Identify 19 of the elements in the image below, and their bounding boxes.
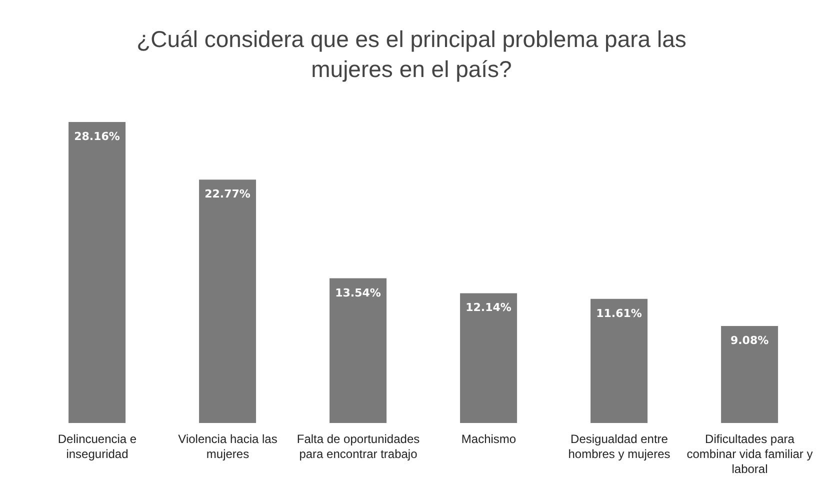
x-tick-label: Falta de oportunidades para encontrar trabajo xyxy=(296,432,420,461)
data-label: 12.14% xyxy=(466,301,512,314)
x-tick-label: Dificultades para combinar vida familiar y laboral xyxy=(686,432,813,476)
x-tick-label: Delincuencia e inseguridad xyxy=(58,432,137,461)
bar xyxy=(721,326,778,423)
bar xyxy=(199,180,256,423)
data-label: 9.08% xyxy=(730,334,769,347)
data-label: 22.77% xyxy=(204,188,250,201)
data-label: 13.54% xyxy=(335,286,381,300)
data-label: 28.16% xyxy=(74,130,120,143)
x-tick-label: Violencia hacia las mujeres xyxy=(178,432,278,461)
bar xyxy=(590,298,648,423)
x-tick-label: Machismo xyxy=(461,432,516,446)
chart-title: ¿Cuál considera que es el principal problema para las mujeres en el país? xyxy=(136,25,688,84)
bar xyxy=(460,293,518,423)
bar xyxy=(330,278,387,423)
x-tick-label: Desigualdad entre hombres y mujeres xyxy=(568,432,670,461)
bar xyxy=(68,122,126,423)
data-label: 11.61% xyxy=(596,306,642,320)
